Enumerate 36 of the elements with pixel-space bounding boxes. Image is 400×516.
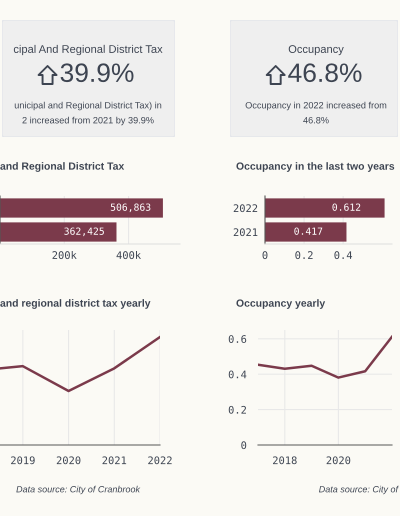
source-note: Data source: City of [319, 486, 399, 494]
y-tick-label: 2021 [234, 228, 258, 236]
data-label: 0.612 [332, 203, 360, 211]
y-tick-label: 2022 [234, 204, 258, 212]
text: Occupancy [288, 45, 344, 56]
y-tick-label: 0 [241, 441, 246, 450]
x-tick-label: 2020 [326, 456, 350, 464]
y-tick-label: 0.2 [228, 406, 246, 414]
y-tick-label: 0.4 [228, 370, 246, 378]
x-tick-label: 0.4 [334, 251, 352, 260]
line-series [258, 335, 392, 379]
text: Occupancy in 2022 increased from [246, 102, 386, 110]
chart-title: and Regional District Tax [0, 162, 124, 172]
x-tick-label: 2018 [273, 456, 297, 464]
y-tick-label: 0.6 [228, 335, 246, 343]
x-tick-label: 2019 [11, 456, 35, 464]
chart-title: Occupancy in the last two years [236, 162, 394, 172]
chart-title: Occupancy yearly [236, 299, 326, 309]
x-tick-label: 400k [116, 251, 141, 260]
data-label: 0.417 [294, 227, 322, 235]
x-tick-label: 200k [52, 251, 77, 260]
data-label: 362,425 [64, 227, 104, 236]
text: 46.8% [303, 116, 329, 124]
x-tick-label: 2022 [148, 456, 172, 464]
text: 39.9% [60, 63, 134, 82]
text: 46.8% [288, 63, 362, 82]
x-tick-label: 0.2 [295, 251, 313, 260]
x-tick-label: 2020 [56, 456, 80, 464]
text: 2 increased from 2021 by 39.9% [22, 116, 154, 126]
x-tick-label: 2021 [102, 456, 126, 464]
source-note: Data source: City of Cranbrook [16, 486, 140, 494]
text: cipal And Regional District Tax [14, 44, 163, 56]
chart-title: and regional district tax yearly [0, 299, 150, 309]
x-tick-label: 0 [262, 251, 268, 260]
data-label: 506,863 [110, 203, 150, 212]
text: unicipal and Regional District Tax) in [14, 102, 162, 110]
